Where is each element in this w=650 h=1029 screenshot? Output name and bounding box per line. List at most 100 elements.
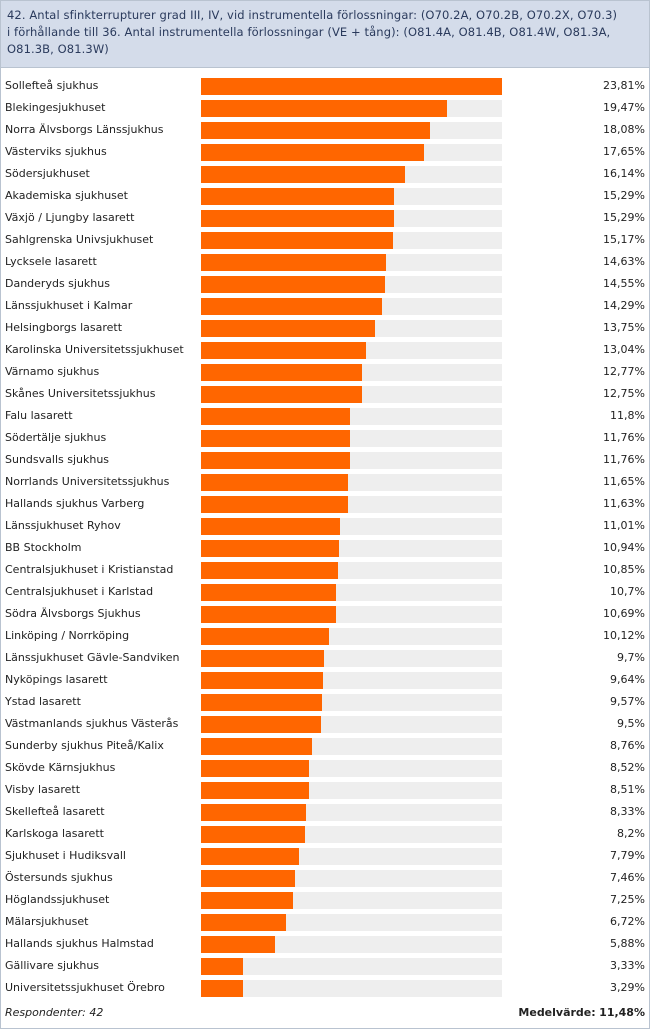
value-label: 3,29% — [610, 981, 645, 994]
bar — [201, 122, 430, 139]
category-label: Hallands sjukhus Halmstad — [5, 937, 154, 950]
bar-row: Karlskoga lasarett 8,2% — [1, 823, 649, 845]
category-label: Norra Älvsborgs Länssjukhus — [5, 123, 164, 136]
bar-track — [201, 298, 502, 315]
bar-track — [201, 980, 502, 997]
bar-row: Mälarsjukhuset 6,72% — [1, 911, 649, 933]
category-label: Södersjukhuset — [5, 167, 90, 180]
mean-value-label: Medelvärde: 11,48% — [518, 1006, 645, 1019]
mean-value: 11,48% — [599, 1006, 645, 1019]
value-label: 15,17% — [603, 233, 645, 246]
value-label: 8,52% — [610, 761, 645, 774]
bar-row: Sunderby sjukhus Piteå/Kalix 8,76% — [1, 735, 649, 757]
mean-label: Medelvärde: — [518, 1006, 596, 1019]
value-label: 17,65% — [603, 145, 645, 158]
bar-track — [201, 232, 502, 249]
bar-track — [201, 188, 502, 205]
value-label: 15,29% — [603, 189, 645, 202]
bar-track — [201, 936, 502, 953]
respondents-label: Respondenter: 42 — [5, 1006, 104, 1019]
category-label: Sundsvalls sjukhus — [5, 453, 110, 466]
category-label: Linköping / Norrköping — [5, 629, 130, 642]
category-label: Länssjukhuset Gävle-Sandviken — [5, 651, 180, 664]
value-label: 11,63% — [603, 497, 645, 510]
bar-track — [201, 386, 502, 403]
value-label: 11,65% — [603, 475, 645, 488]
bar-row: Hallands sjukhus Halmstad 5,88% — [1, 933, 649, 955]
bar-row: Östersunds sjukhus 7,46% — [1, 867, 649, 889]
category-label: Ystad lasarett — [5, 695, 81, 708]
bar — [201, 672, 323, 689]
bar-track — [201, 122, 502, 139]
bar — [201, 78, 502, 95]
category-label: Danderyds sjukhus — [5, 277, 110, 290]
bar-track — [201, 650, 502, 667]
bar — [201, 628, 329, 645]
bar-row: Gällivare sjukhus 3,33% — [1, 955, 649, 977]
category-label: Östersunds sjukhus — [5, 871, 113, 884]
bar — [201, 144, 424, 161]
bar — [201, 694, 322, 711]
bar-row: Sundsvalls sjukhus 11,76% — [1, 449, 649, 471]
bar — [201, 430, 350, 447]
bar-track — [201, 716, 502, 733]
value-label: 15,29% — [603, 211, 645, 224]
bar-track — [201, 892, 502, 909]
bar — [201, 364, 362, 381]
bar-row: Södra Älvsborgs Sjukhus 10,69% — [1, 603, 649, 625]
value-label: 11,8% — [610, 409, 645, 422]
bar-row: Ystad lasarett 9,57% — [1, 691, 649, 713]
bar-row: Sjukhuset i Hudiksvall 7,79% — [1, 845, 649, 867]
value-label: 7,46% — [610, 871, 645, 884]
value-label: 18,08% — [603, 123, 645, 136]
bar-track — [201, 430, 502, 447]
category-label: Mälarsjukhuset — [5, 915, 89, 928]
bar-track — [201, 78, 502, 95]
chart-header: 42. Antal sfinkterrupturer grad III, IV,… — [1, 1, 649, 68]
bar-row: Skellefteå lasarett 8,33% — [1, 801, 649, 823]
bar-track — [201, 364, 502, 381]
bar-row: Norra Älvsborgs Länssjukhus 18,08% — [1, 119, 649, 141]
bar-row: Lycksele lasarett 14,63% — [1, 251, 649, 273]
category-label: Växjö / Ljungby lasarett — [5, 211, 135, 224]
bar-track — [201, 342, 502, 359]
bar — [201, 716, 321, 733]
category-label: Sahlgrenska Univsjukhuset — [5, 233, 154, 246]
bar-track — [201, 606, 502, 623]
category-label: Höglandssjukhuset — [5, 893, 110, 906]
value-label: 13,75% — [603, 321, 645, 334]
bar-row: Visby lasarett 8,51% — [1, 779, 649, 801]
value-label: 10,94% — [603, 541, 645, 554]
bar-track — [201, 144, 502, 161]
bar — [201, 650, 324, 667]
category-label: Norrlands Universitetssjukhus — [5, 475, 170, 488]
bar-track — [201, 848, 502, 865]
bar-row: Höglandssjukhuset 7,25% — [1, 889, 649, 911]
bar — [201, 562, 338, 579]
value-label: 11,76% — [603, 431, 645, 444]
bar-track — [201, 914, 502, 931]
value-label: 5,88% — [610, 937, 645, 950]
bar-row: Danderyds sjukhus 14,55% — [1, 273, 649, 295]
bar-row: Hallands sjukhus Varberg 11,63% — [1, 493, 649, 515]
bar — [201, 804, 306, 821]
bar-row: Helsingborgs lasarett 13,75% — [1, 317, 649, 339]
category-label: Universitetssjukhuset Örebro — [5, 981, 165, 994]
bar-track — [201, 958, 502, 975]
bar-row: BB Stockholm 10,94% — [1, 537, 649, 559]
bar-track — [201, 540, 502, 557]
category-label: Hallands sjukhus Varberg — [5, 497, 145, 510]
bar-track — [201, 474, 502, 491]
bar-track — [201, 760, 502, 777]
bar-row: Nyköpings lasarett 9,64% — [1, 669, 649, 691]
bar — [201, 232, 393, 249]
category-label: Karolinska Universitetssjukhuset — [5, 343, 184, 356]
bar — [201, 210, 394, 227]
value-label: 9,64% — [610, 673, 645, 686]
value-label: 8,33% — [610, 805, 645, 818]
category-label: Visby lasarett — [5, 783, 81, 796]
category-label: Värnamo sjukhus — [5, 365, 100, 378]
value-label: 14,29% — [603, 299, 645, 312]
bar — [201, 276, 385, 293]
value-label: 10,85% — [603, 563, 645, 576]
